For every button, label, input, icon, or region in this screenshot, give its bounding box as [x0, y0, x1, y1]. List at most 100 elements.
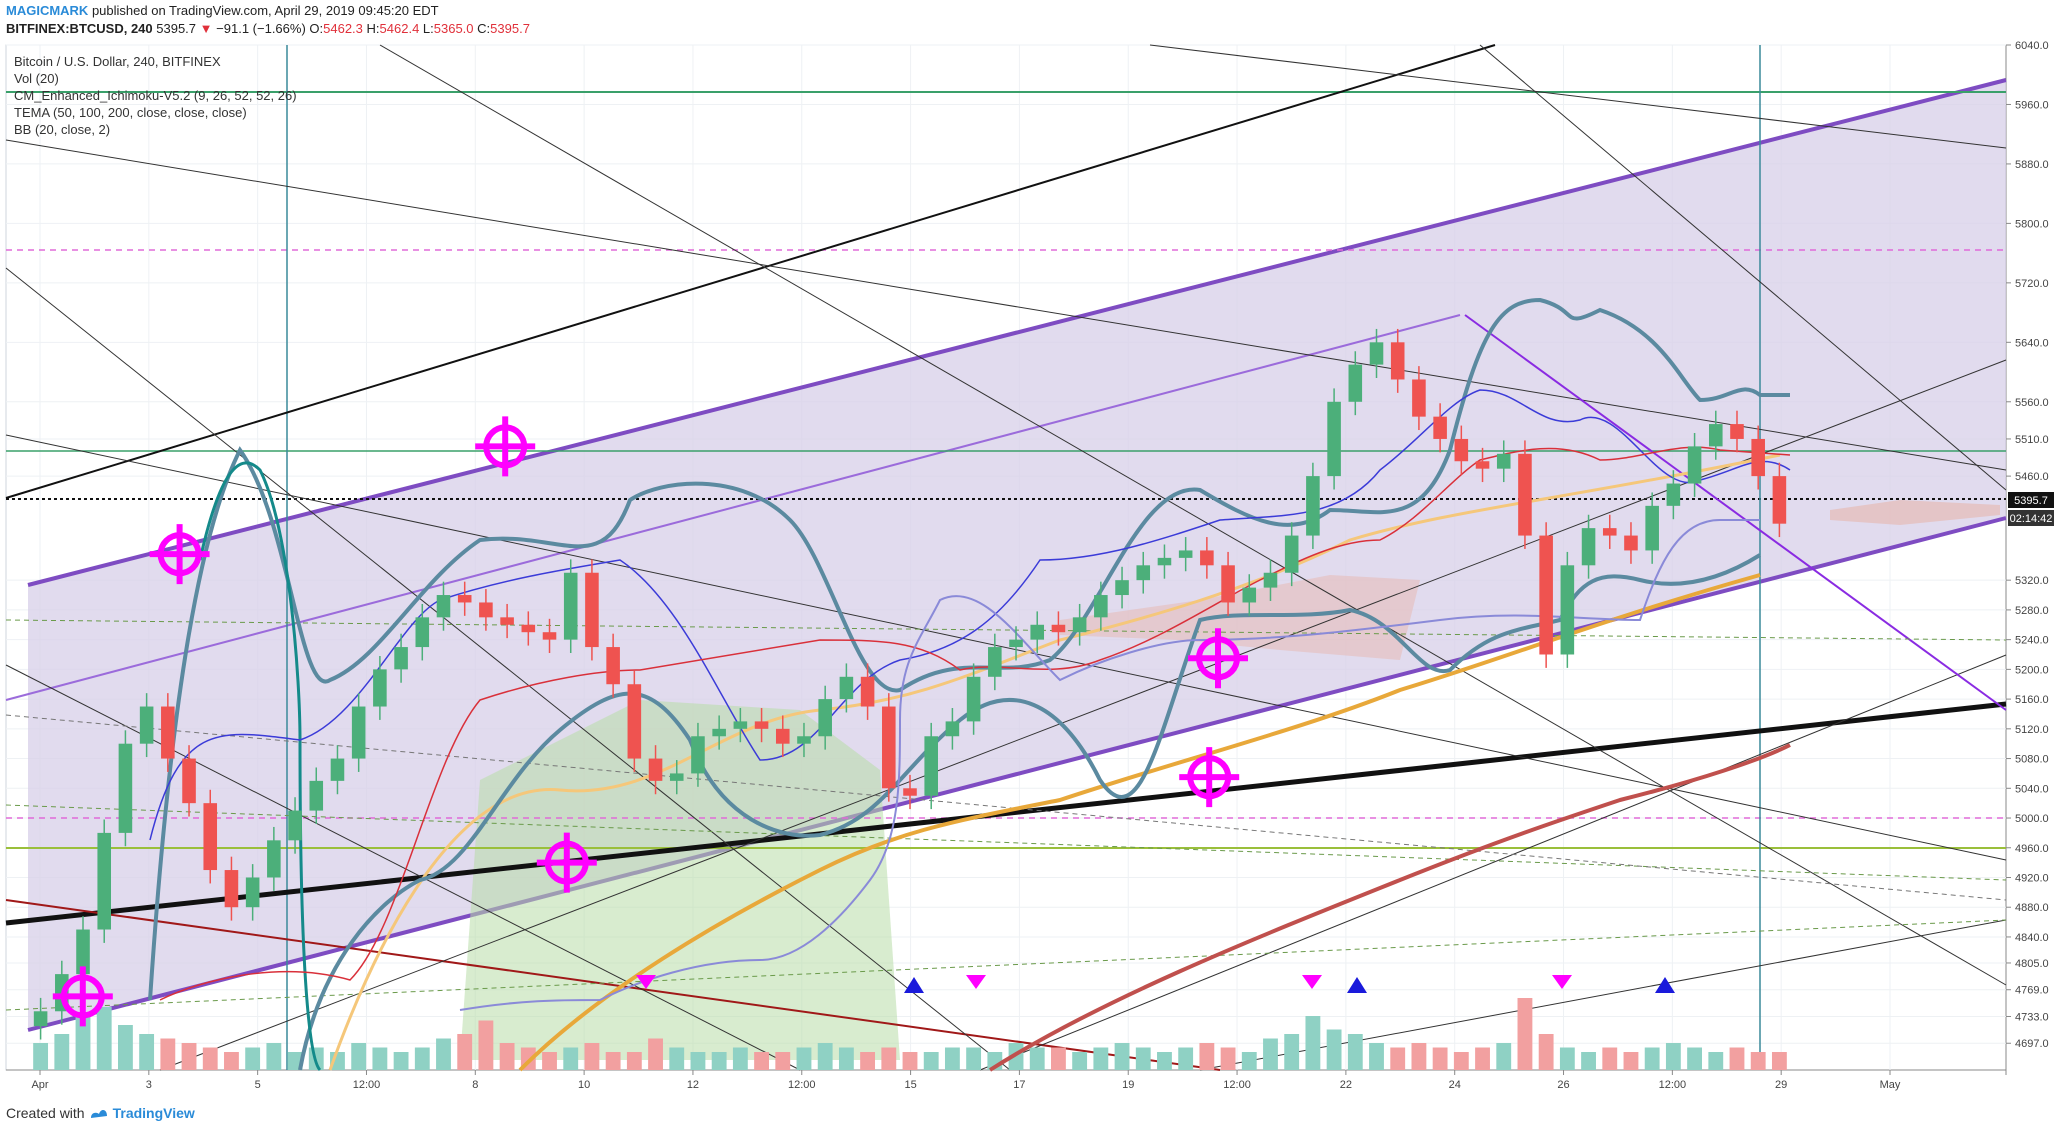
candle-body[interactable]	[1433, 416, 1447, 439]
candle-body[interactable]	[161, 706, 175, 759]
candle-body[interactable]	[1072, 617, 1087, 633]
candle-body[interactable]	[1327, 401, 1341, 477]
candle-body[interactable]	[1708, 424, 1723, 447]
candle-body[interactable]	[33, 1011, 48, 1027]
volume-bar	[224, 1052, 239, 1070]
candle-body[interactable]	[1242, 587, 1257, 603]
candle-body[interactable]	[267, 840, 281, 878]
candle-body[interactable]	[76, 929, 90, 975]
candle-body[interactable]	[1030, 624, 1045, 640]
legend-item[interactable]: Bitcoin / U.S. Dollar, 240, BITFINEX	[14, 54, 221, 69]
candle-body[interactable]	[1051, 624, 1066, 633]
candle-body[interactable]	[712, 728, 726, 737]
candle-body[interactable]	[733, 721, 748, 729]
legend-item[interactable]: TEMA (50, 100, 200, close, close, close)	[14, 105, 247, 120]
candle-body[interactable]	[1581, 528, 1596, 566]
candle-body[interactable]	[245, 877, 260, 908]
candle-body[interactable]	[839, 676, 854, 700]
candle-body[interactable]	[691, 736, 705, 774]
candle-body[interactable]	[924, 736, 938, 796]
candle-body[interactable]	[563, 572, 578, 640]
volume-bar	[245, 1047, 261, 1070]
candle-body[interactable]	[309, 780, 324, 811]
legend-item[interactable]: BB (20, close, 2)	[14, 122, 111, 137]
candle-body[interactable]	[118, 743, 133, 833]
candle-body[interactable]	[627, 684, 642, 759]
candle-body[interactable]	[1369, 342, 1384, 365]
candle-body[interactable]	[648, 758, 663, 781]
candle-body[interactable]	[1475, 461, 1490, 469]
candle-body[interactable]	[1009, 639, 1023, 648]
candle-body[interactable]	[1094, 595, 1108, 618]
candle-body[interactable]	[97, 832, 112, 930]
candle-body[interactable]	[1136, 565, 1151, 581]
candle-body[interactable]	[1178, 550, 1193, 558]
candle-body[interactable]	[457, 595, 472, 603]
candle-body[interactable]	[288, 810, 302, 841]
candle-body[interactable]	[351, 706, 366, 759]
candle-body[interactable]	[1115, 580, 1129, 596]
candle-body[interactable]	[945, 721, 960, 737]
volume-bar	[1559, 1047, 1575, 1070]
candle-body[interactable]	[1454, 438, 1469, 462]
candle-body[interactable]	[1645, 505, 1659, 551]
candle-body[interactable]	[521, 624, 536, 633]
candle-body[interactable]	[1518, 453, 1532, 536]
candle-body[interactable]	[1157, 557, 1172, 566]
candle-body[interactable]	[542, 632, 557, 640]
candle-body[interactable]	[1348, 364, 1363, 402]
candle-body[interactable]	[775, 728, 790, 744]
candle-body[interactable]	[797, 736, 811, 744]
candle-body[interactable]	[1751, 438, 1765, 477]
candle-body[interactable]	[1624, 535, 1638, 551]
trendline-thin-5	[1149, 44, 2007, 149]
time-axis: Apr 3 5 12:00 8 10 12 12:00 15 17 19 12:00 22 24 26 12:…	[31, 1070, 1901, 1091]
candle-body[interactable]	[436, 595, 451, 618]
candle-body[interactable]	[224, 870, 239, 908]
candle-body[interactable]	[415, 617, 430, 648]
candle-body[interactable]	[1221, 565, 1235, 603]
candle-body[interactable]	[1666, 483, 1681, 506]
candle-body[interactable]	[754, 721, 769, 729]
price-tick-label: 5160.0	[2015, 694, 2049, 706]
candle-body[interactable]	[182, 758, 196, 804]
candle-body[interactable]	[203, 803, 218, 871]
candle-body[interactable]	[606, 647, 620, 685]
volume-bar	[838, 1047, 854, 1070]
candle-body[interactable]	[139, 706, 154, 744]
candle-body[interactable]	[1730, 424, 1744, 439]
candle-body[interactable]	[669, 773, 684, 781]
candle-body[interactable]	[903, 788, 917, 796]
candle-body[interactable]	[585, 572, 599, 648]
candle-body[interactable]	[373, 669, 387, 707]
bollinger-lower	[298, 553, 1762, 1071]
last-price-tag: 5395.7	[2014, 495, 2048, 507]
candle-body[interactable]	[330, 758, 345, 781]
candle-body[interactable]	[1284, 535, 1299, 573]
volume-bar	[436, 1038, 451, 1070]
candle-body[interactable]	[1602, 528, 1617, 536]
candle-body[interactable]	[1539, 535, 1553, 655]
candle-body[interactable]	[1306, 476, 1320, 536]
candle-body[interactable]	[1390, 342, 1405, 380]
candle-body[interactable]	[1772, 476, 1787, 524]
candle-body[interactable]	[860, 676, 875, 707]
candle-body[interactable]	[1200, 550, 1214, 566]
candle-body[interactable]	[818, 699, 832, 737]
candle-body[interactable]	[1263, 572, 1278, 588]
author-link[interactable]: MAGICMARK	[6, 3, 89, 18]
legend-item[interactable]: CM_Enhanced_Ichimoku-V5.2 (9, 26, 52, 52…	[14, 88, 297, 103]
candle-body[interactable]	[1560, 565, 1575, 655]
candle-body[interactable]	[394, 647, 408, 670]
legend-item[interactable]: Vol (20)	[14, 71, 59, 86]
candle-body[interactable]	[882, 706, 896, 789]
candle-body[interactable]	[1496, 453, 1511, 469]
candle-body[interactable]	[1412, 379, 1426, 417]
candle-body[interactable]	[479, 602, 493, 618]
candle-body[interactable]	[966, 676, 981, 722]
tradingview-brand[interactable]: TradingView	[112, 1105, 195, 1121]
candle-body[interactable]	[1687, 446, 1702, 484]
candle-body[interactable]	[500, 617, 514, 625]
candle-body[interactable]	[988, 647, 1002, 677]
